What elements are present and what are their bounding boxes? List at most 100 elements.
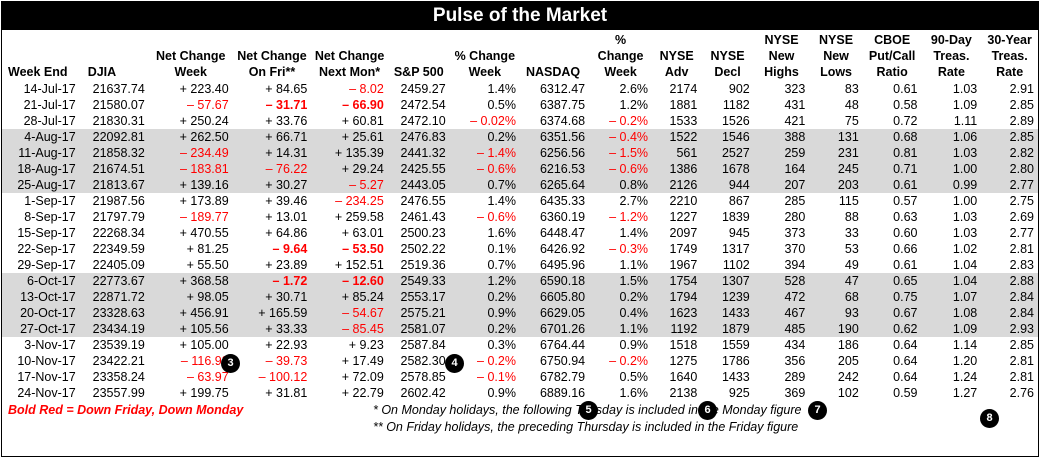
table-cell: 2.82 [981, 145, 1038, 161]
column-header: % Change Week [454, 49, 516, 79]
table-cell: – 234.25 [335, 194, 384, 208]
table-cell: 1433 [721, 370, 750, 384]
table-cell: 2.89 [1009, 114, 1034, 128]
table-cell: 1.03 [952, 226, 978, 240]
table-cell: 1881 [669, 98, 698, 112]
table-cell: 1.00 [921, 161, 982, 177]
table-cell: 205 [837, 354, 859, 368]
table-cell: 2472.10 [400, 114, 446, 128]
table-cell: 1.08 [921, 305, 982, 321]
table-cell: – 66.90 [342, 98, 384, 112]
column-header: Net Change Next Mon* [314, 49, 385, 79]
table-cell: + 223.40 [179, 82, 229, 96]
table-cell: 2138 [669, 386, 698, 400]
table-cell: 2502.22 [400, 242, 446, 256]
table-cell: 0.9% [449, 305, 520, 321]
table-cell: 21987.56 [92, 194, 145, 208]
table-cell: 0.61 [893, 82, 918, 96]
table-cell: 485 [753, 321, 810, 337]
marker-badge-8: 8 [980, 409, 999, 428]
table-row: 4-Aug-17 22092.81 + 262.50 + 66.71 + 25.61 24… [2, 129, 1038, 145]
table-cell: – 76.22 [232, 161, 312, 177]
table-cell: 1.24 [952, 370, 978, 384]
table-cell: 472 [753, 289, 810, 305]
table-cell: 6256.56 [519, 145, 590, 161]
table-cell: 1227 [669, 210, 698, 224]
table-cell: 6889.16 [539, 386, 586, 400]
table-cell: 17-Nov-17 [17, 370, 76, 384]
table-cell: 0.61 [893, 258, 918, 272]
table-cell: 6750.94 [539, 354, 586, 368]
table-cell: 1386 [652, 161, 702, 177]
table-cell: 1.6% [487, 226, 516, 240]
table-cell: – 1.72 [232, 273, 312, 289]
table-cell: 10-Nov-17 [17, 354, 76, 368]
table-cell: 1533 [669, 114, 698, 128]
table-cell: – 234.49 [148, 145, 233, 161]
table-cell: 1522 [652, 129, 702, 145]
table-cell: 6448.47 [539, 226, 586, 240]
table-cell: + 470.55 [179, 226, 229, 240]
table-cell: 6605.80 [519, 289, 590, 305]
table-cell: 2.88 [981, 273, 1038, 289]
table-cell: 20-Oct-17 [2, 305, 82, 321]
table-row: 1-Sep-17 21987.56 + 173.89 + 39.46 – 234.25 2… [2, 193, 1038, 209]
table-cell: 0.99 [921, 177, 982, 193]
table-cell: 6435.33 [539, 194, 586, 208]
table-cell: 0.2% [449, 321, 520, 337]
table-cell: 388 [753, 129, 810, 145]
table-cell: 0.61 [862, 177, 922, 193]
table-cell: 1623 [652, 305, 702, 321]
table-cell: 1.03 [952, 210, 978, 224]
table-cell: + 456.91 [148, 305, 233, 321]
table-cell: 6701.26 [519, 321, 590, 337]
column-header: % Change Week [597, 33, 644, 79]
table-cell: 1546 [701, 129, 754, 145]
column-header: Net Change Week [155, 49, 226, 79]
table-cell: 49 [844, 258, 859, 272]
table-cell: 434 [784, 338, 806, 352]
table-cell: – 12.60 [311, 273, 388, 289]
table-cell: 1518 [669, 338, 698, 352]
table-cell: 1307 [701, 273, 754, 289]
table-cell: 22405.09 [92, 258, 145, 272]
table-cell: 944 [701, 177, 754, 193]
table-cell: 75 [844, 114, 859, 128]
table-cell: 29-Sep-17 [17, 258, 76, 272]
table-cell: + 29.24 [311, 161, 388, 177]
table-cell: 231 [809, 145, 863, 161]
table-cell: 2.84 [981, 305, 1038, 321]
table-cell: + 85.24 [311, 289, 388, 305]
table-cell: 6312.47 [539, 82, 586, 96]
table-cell: + 60.81 [341, 114, 384, 128]
table-cell: 6374.68 [539, 114, 586, 128]
table-cell: 33 [844, 226, 859, 240]
table-row: 8-Sep-17 21797.79 – 189.77 + 13.01 + 259.58 2… [2, 209, 1038, 225]
table-cell: 0.71 [862, 161, 922, 177]
table-cell: + 33.33 [232, 321, 312, 337]
market-table: Week End DJIA Net Change Week Net Change On… [2, 30, 1038, 401]
table-cell: 370 [784, 242, 806, 256]
table-cell: 280 [784, 210, 806, 224]
table-cell: – 0.4% [589, 129, 653, 145]
legend-note: Bold Red = Down Friday, Down Monday [8, 403, 244, 417]
table-cell: + 39.46 [265, 194, 308, 208]
table-cell: 2097 [669, 226, 698, 240]
table-cell: 561 [652, 145, 702, 161]
column-header: S&P 500 [393, 65, 444, 79]
table-cell: 6629.05 [519, 305, 590, 321]
table-cell: 2575.21 [387, 305, 450, 321]
table-cell: 2519.36 [400, 258, 446, 272]
marker-badge-4: 4 [445, 354, 464, 373]
table-cell: 2.84 [981, 289, 1038, 305]
table-cell: 6360.19 [539, 210, 586, 224]
table-cell: 53 [844, 242, 859, 256]
table-cell: 1.09 [921, 321, 982, 337]
table-cell: 2476.83 [387, 129, 450, 145]
table-cell: 1.27 [952, 386, 978, 400]
table-cell: – 54.67 [311, 305, 388, 321]
table-cell: 2.83 [1009, 258, 1034, 272]
column-header: NYSE New Lows [819, 33, 854, 79]
table-cell: 0.63 [893, 210, 918, 224]
